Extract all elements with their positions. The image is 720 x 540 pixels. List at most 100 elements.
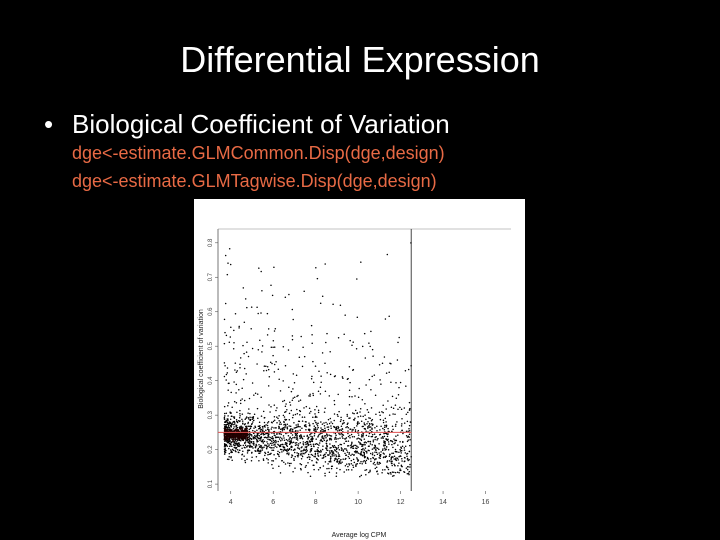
- tagwise-point: [270, 346, 273, 348]
- tagwise-point: [384, 456, 387, 458]
- tagwise-point: [320, 381, 322, 383]
- tagwise-point: [378, 448, 380, 451]
- slide-title: Differential Expression: [180, 39, 540, 80]
- tagwise-point: [334, 446, 337, 448]
- tagwise-point: [395, 435, 397, 437]
- tagwise-point: [281, 427, 284, 430]
- tagwise-point: [224, 365, 226, 367]
- tagwise-point: [235, 438, 238, 441]
- tagwise-point: [230, 450, 233, 452]
- tagwise-point: [283, 399, 286, 402]
- tagwise-point: [231, 435, 233, 437]
- tagwise-point: [276, 407, 278, 409]
- tagwise-point: [282, 446, 285, 448]
- tagwise-point: [257, 447, 260, 450]
- tagwise-point: [324, 474, 326, 477]
- tagwise-point: [243, 352, 245, 355]
- tagwise-point: [371, 348, 374, 351]
- tagwise-point: [282, 400, 284, 403]
- tagwise-point: [324, 455, 327, 458]
- tagwise-point: [391, 425, 394, 428]
- tagwise-point: [371, 375, 373, 378]
- tagwise-point: [374, 467, 377, 470]
- tagwise-point: [383, 435, 386, 438]
- tagwise-point: [288, 447, 291, 450]
- tagwise-point: [403, 422, 406, 424]
- tagwise-point: [347, 465, 349, 468]
- tagwise-point: [257, 449, 260, 452]
- tagwise-point: [328, 467, 330, 470]
- tagwise-point: [269, 446, 271, 449]
- tagwise-point: [271, 437, 274, 440]
- tagwise-point: [231, 445, 233, 448]
- tagwise-point: [317, 446, 319, 449]
- tagwise-point: [372, 423, 374, 426]
- tagwise-point: [332, 303, 334, 306]
- tagwise-point: [226, 458, 229, 460]
- tagwise-point: [382, 411, 384, 414]
- tagwise-point: [229, 263, 232, 266]
- tagwise-point: [409, 439, 411, 441]
- tagwise-point: [227, 438, 230, 441]
- tagwise-point: [310, 449, 312, 452]
- tagwise-point: [311, 438, 314, 441]
- tagwise-point: [342, 434, 345, 436]
- tagwise-point: [276, 433, 278, 436]
- tagwise-point: [308, 456, 310, 458]
- tagwise-point: [296, 443, 298, 446]
- tagwise-point: [392, 446, 394, 449]
- tagwise-point: [409, 463, 411, 466]
- tagwise-point: [357, 446, 359, 448]
- tagwise-point: [269, 411, 271, 413]
- tagwise-point: [235, 392, 237, 394]
- tagwise-point: [322, 465, 325, 467]
- tagwise-point: [405, 453, 408, 455]
- tagwise-point: [257, 434, 259, 436]
- tagwise-point: [243, 367, 246, 370]
- tagwise-point: [389, 454, 391, 456]
- tagwise-point: [364, 461, 367, 463]
- tagwise-point: [347, 435, 350, 438]
- tagwise-point: [394, 471, 397, 474]
- tagwise-point: [330, 435, 333, 437]
- tagwise-point: [367, 425, 369, 428]
- x-tick-label: 12: [397, 499, 405, 506]
- tagwise-point: [317, 409, 320, 411]
- tagwise-point: [295, 438, 298, 440]
- tagwise-point: [236, 444, 239, 446]
- tagwise-point: [393, 463, 395, 466]
- tagwise-point: [346, 451, 349, 453]
- tagwise-point: [235, 419, 238, 421]
- tagwise-point: [305, 421, 307, 423]
- tagwise-point: [268, 428, 270, 431]
- tagwise-point: [372, 355, 374, 357]
- tagwise-point: [371, 435, 374, 438]
- tagwise-point: [258, 421, 261, 423]
- tagwise-point: [387, 400, 389, 402]
- y-tick-label: 0.7: [208, 272, 214, 281]
- tagwise-point: [383, 440, 386, 443]
- tagwise-point: [293, 427, 296, 429]
- tagwise-point: [365, 434, 368, 437]
- tagwise-point: [231, 451, 233, 453]
- tagwise-point: [238, 444, 240, 446]
- tagwise-point: [252, 443, 255, 445]
- tagwise-point: [241, 453, 244, 456]
- tagwise-point: [267, 427, 269, 429]
- tagwise-point: [250, 434, 253, 436]
- tagwise-point: [228, 452, 231, 455]
- tagwise-point: [379, 379, 381, 381]
- tagwise-point: [351, 441, 353, 444]
- tagwise-point: [276, 452, 279, 455]
- tagwise-point: [318, 450, 321, 453]
- tagwise-point: [353, 450, 356, 453]
- tagwise-point: [275, 441, 277, 444]
- tagwise-point: [319, 454, 322, 456]
- tagwise-point: [272, 340, 275, 342]
- tagwise-point: [341, 436, 343, 438]
- tagwise-point: [401, 460, 403, 462]
- tagwise-point: [361, 462, 363, 465]
- tagwise-point: [297, 444, 300, 447]
- tagwise-point: [385, 372, 388, 374]
- tagwise-point: [393, 471, 395, 473]
